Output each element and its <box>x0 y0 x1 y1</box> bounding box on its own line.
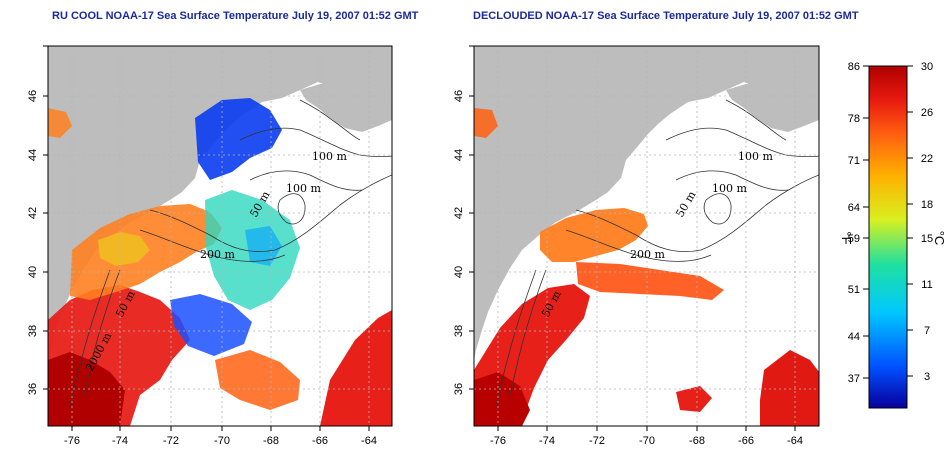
left-map-south-warm <box>215 350 300 410</box>
right-map-contours <box>495 99 819 407</box>
colorbar-c-tick: 11 <box>921 279 932 291</box>
left-map-land <box>48 46 392 360</box>
left-map-hot-sst <box>48 352 125 426</box>
left-map-yellow-sst <box>98 232 150 266</box>
left-lat-tick: 42 <box>27 207 39 219</box>
right-lat-tick: 38 <box>453 325 465 337</box>
right-map-small-patch <box>676 386 712 412</box>
left-lon-tick: -64 <box>361 435 377 447</box>
right-lat-tick: 46 <box>453 90 465 102</box>
right-map-title: DECLOUDED NOAA-17 Sea Surface Temperatur… <box>473 10 859 22</box>
left-map: 100 m 100 m 50 m 200 m 50 m 2000 m -76 -… <box>27 45 393 447</box>
left-lat-tick: 40 <box>27 266 39 278</box>
colorbar-c-tick: 3 <box>924 371 930 383</box>
right-lon-tick: -72 <box>589 435 605 447</box>
right-lat-tick: 40 <box>453 266 465 278</box>
colorbar-f-tick: 78 <box>848 113 860 125</box>
right-contour-label-1: 100 m <box>738 150 773 163</box>
right-map: 100 m 100 m 50 m 200 m 50 m -76 -74 -72 … <box>453 45 820 447</box>
colorbar-c-tick: 26 <box>921 107 933 119</box>
left-map-contours <box>69 99 392 407</box>
colorbar-fahrenheit-unit: °F <box>839 231 854 244</box>
right-contour-label-4: 200 m <box>630 248 665 261</box>
colorbar-f-tick: 59 <box>848 233 860 245</box>
right-map-shelf-patch <box>576 262 724 300</box>
right-lon-tick: -64 <box>787 435 803 447</box>
right-map-dark-red-sst <box>474 372 530 426</box>
left-lon-tick: -76 <box>64 435 80 447</box>
colorbar-gradient <box>868 65 908 409</box>
left-lat-tick: 44 <box>27 149 39 161</box>
colorbar-f-tick: 44 <box>848 331 860 343</box>
left-lat-tick: 38 <box>27 325 39 337</box>
left-lon-tick: -70 <box>214 435 230 447</box>
colorbar-c-tick: 30 <box>921 61 933 73</box>
right-lat-tick: 36 <box>453 383 465 395</box>
left-map-gulf-maine-cool <box>245 226 282 266</box>
left-lon-tick: -68 <box>263 435 279 447</box>
right-map-east-warm <box>760 350 819 426</box>
left-contour-label-1: 100 m <box>312 150 347 163</box>
left-contour-label-4: 200 m <box>200 248 235 261</box>
colorbar-c-tick: 15 <box>921 233 933 245</box>
colorbar-c-tick: 7 <box>924 325 930 337</box>
colorbar-f-tick: 64 <box>848 202 860 214</box>
left-lon-tick: -74 <box>112 435 128 447</box>
colorbar-f-tick: 71 <box>848 155 860 167</box>
colorbar-f-tick: 86 <box>848 61 860 73</box>
left-contour-label-2: 100 m <box>286 182 321 195</box>
left-map-southeast-warm <box>320 310 392 426</box>
right-map-nova-scotia <box>726 72 819 132</box>
right-lon-tick: -66 <box>738 435 754 447</box>
left-map-frame <box>47 45 393 427</box>
left-map-blue-patch <box>170 294 252 356</box>
right-lon-tick: -68 <box>689 435 705 447</box>
colorbar-c-tick: 22 <box>921 153 933 165</box>
left-lon-tick: -66 <box>312 435 328 447</box>
left-map-title: RU COOL NOAA-17 Sea Surface Temperature … <box>52 10 419 22</box>
left-lat-tick: 46 <box>27 90 39 102</box>
left-lon-tick: -72 <box>163 435 179 447</box>
left-map-cool-sst <box>195 98 282 180</box>
colorbar-c-tick: 18 <box>921 199 933 211</box>
right-lat-tick: 44 <box>453 149 465 161</box>
left-map-grid <box>48 46 392 426</box>
left-lat-tick: 36 <box>27 383 39 395</box>
right-map-land <box>474 46 819 360</box>
right-lon-tick: -70 <box>639 435 655 447</box>
left-map-nw-warm <box>48 108 72 138</box>
colorbar: 86 78 71 64 59 51 44 37 30 26 22 18 15 1… <box>839 61 947 409</box>
colorbar-f-tick: 51 <box>848 284 860 296</box>
colorbar-f-tick: 37 <box>848 373 860 385</box>
right-map-orange-sst <box>540 208 648 262</box>
colorbar-celsius-unit: °C <box>932 231 947 246</box>
right-lon-tick: -74 <box>539 435 555 447</box>
right-map-grid <box>474 46 819 426</box>
right-lat-tick: 42 <box>453 207 465 219</box>
right-map-nw-warm <box>474 108 498 138</box>
right-lon-tick: -76 <box>490 435 506 447</box>
right-contour-label-2: 100 m <box>712 182 747 195</box>
